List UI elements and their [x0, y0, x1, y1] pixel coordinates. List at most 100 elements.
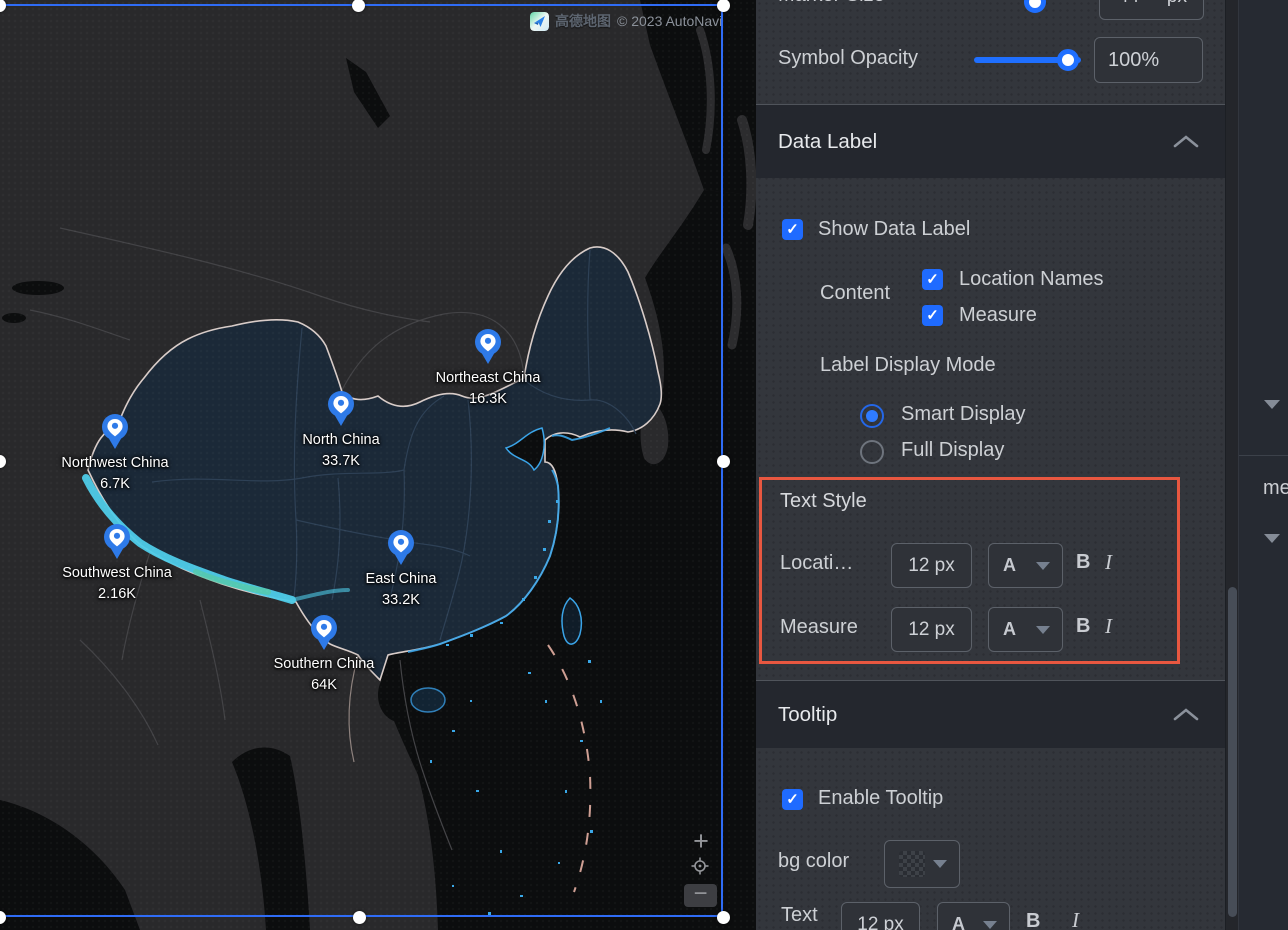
- sea-bengal: [232, 747, 310, 930]
- enable-tooltip-text: Enable Tooltip: [818, 787, 944, 809]
- chevron-down-icon: [1036, 625, 1050, 634]
- location-names-checkbox[interactable]: ✓: [922, 269, 943, 290]
- measure-italic-button[interactable]: I: [1105, 614, 1112, 638]
- selection-handle[interactable]: [717, 0, 730, 12]
- marker-size-label: Marker Size: [778, 0, 885, 7]
- location-bold-button[interactable]: B: [1076, 551, 1091, 573]
- section-header-tooltip[interactable]: Tooltip: [756, 680, 1225, 748]
- color-swatch: [899, 851, 925, 877]
- font-color-letter: A: [1003, 619, 1016, 639]
- location-pin-icon[interactable]: [102, 523, 132, 566]
- measure-bold-button[interactable]: B: [1076, 615, 1091, 637]
- full-display-radio[interactable]: [860, 440, 884, 464]
- truncated-measure-label: me: [1263, 477, 1288, 499]
- location-names-text: Location Names: [959, 268, 1104, 290]
- bg-color-dropdown[interactable]: [884, 840, 960, 888]
- symbol-opacity-slider[interactable]: [974, 57, 1081, 63]
- check-icon: ✓: [926, 307, 939, 324]
- tooltip-font-size-input[interactable]: 12 px: [841, 902, 920, 930]
- zoom-in-button[interactable]: +: [693, 826, 709, 856]
- amap-logo-icon: [530, 11, 549, 31]
- location-font-size-input[interactable]: 12 px: [891, 543, 972, 588]
- font-size-value: 12 px: [908, 618, 955, 640]
- smart-display-text: Smart Display: [901, 403, 1026, 425]
- selection-handle[interactable]: [717, 455, 730, 468]
- settings-panel: Marker Size 44 px Symbol Opacity 100% Da…: [756, 0, 1225, 930]
- content-label: Content: [820, 282, 891, 304]
- selection-handle[interactable]: [352, 0, 365, 12]
- tooltip-text-label: Text: [781, 904, 818, 926]
- measure-font-color-dropdown[interactable]: A: [988, 607, 1063, 652]
- font-size-value: 12 px: [857, 913, 904, 930]
- map-widget[interactable]: 高德地图 © 2023 AutoNavi Northeast China 16.3…: [0, 0, 756, 930]
- chevron-down-icon: [983, 920, 997, 929]
- full-display-text: Full Display: [901, 439, 1005, 461]
- measure-text: Measure: [959, 304, 1037, 326]
- smart-display-radio[interactable]: [860, 404, 884, 428]
- radio-dot: [866, 410, 878, 422]
- japan-2: [721, 243, 742, 350]
- collapse-chevron-icon[interactable]: [1173, 134, 1199, 149]
- measure-font-size-input[interactable]: 12 px: [891, 607, 972, 652]
- symbol-opacity-input[interactable]: 100%: [1094, 37, 1203, 83]
- chevron-down-icon[interactable]: [1264, 534, 1280, 543]
- selection-handle[interactable]: [0, 911, 6, 924]
- marker-size-value: 44: [1118, 0, 1139, 8]
- china-region: [87, 246, 663, 682]
- crosshair-icon: [691, 857, 709, 875]
- measure-style-label: Measure: [780, 616, 858, 638]
- show-data-label-checkbox[interactable]: ✓: [782, 219, 803, 240]
- marker-size-slider-handle[interactable]: [1024, 0, 1046, 13]
- text-style-title: Text Style: [780, 490, 867, 512]
- selection-handle[interactable]: [353, 911, 366, 924]
- selection-handle[interactable]: [0, 455, 6, 468]
- marker-size-unit: px: [1167, 0, 1187, 8]
- hainan: [410, 687, 446, 713]
- map-attribution: 高德地图 © 2023 AutoNavi: [530, 11, 722, 31]
- symbol-opacity-slider-handle[interactable]: [1057, 49, 1079, 71]
- font-color-letter: A: [1003, 555, 1016, 575]
- tooltip-bold-button[interactable]: B: [1026, 910, 1041, 930]
- chevron-down-icon[interactable]: [1264, 400, 1280, 409]
- map-attribution-brand: 高德地图: [555, 13, 611, 29]
- zoom-out-button[interactable]: −: [684, 882, 717, 907]
- scrollbar-thumb[interactable]: [1228, 587, 1237, 917]
- map-geography-svg: [0, 0, 756, 930]
- location-pin-icon[interactable]: [326, 390, 356, 433]
- chevron-down-icon: [933, 860, 947, 868]
- marker-size-input[interactable]: 44 px: [1099, 0, 1204, 20]
- section-header-data-label[interactable]: Data Label: [756, 104, 1225, 178]
- divider: [1239, 455, 1288, 456]
- locate-button[interactable]: [691, 857, 709, 880]
- location-italic-button[interactable]: I: [1105, 550, 1112, 574]
- lake-balkhash: [12, 281, 64, 295]
- font-size-value: 12 px: [908, 554, 955, 576]
- bohai-bay: [504, 427, 545, 472]
- check-icon: ✓: [786, 791, 799, 808]
- section-title: Tooltip: [778, 702, 838, 726]
- selection-handle[interactable]: [717, 911, 730, 924]
- section-title: Data Label: [778, 129, 878, 153]
- label-display-mode-label: Label Display Mode: [820, 354, 996, 376]
- panel-scrollbar[interactable]: [1225, 0, 1238, 930]
- location-pin-icon[interactable]: [473, 328, 503, 371]
- tooltip-font-color-dropdown[interactable]: A: [937, 902, 1010, 930]
- show-data-label-text: Show Data Label: [818, 218, 971, 240]
- collapse-chevron-icon[interactable]: [1173, 707, 1199, 722]
- enable-tooltip-checkbox[interactable]: ✓: [782, 789, 803, 810]
- measure-checkbox[interactable]: ✓: [922, 305, 943, 326]
- location-pin-icon[interactable]: [309, 614, 339, 657]
- selection-handle[interactable]: [0, 0, 6, 12]
- location-pin-icon[interactable]: [100, 413, 130, 456]
- location-style-label: Locati…: [780, 552, 854, 574]
- location-pin-icon[interactable]: [386, 529, 416, 572]
- symbol-opacity-value: 100%: [1108, 48, 1160, 71]
- tooltip-italic-button[interactable]: I: [1072, 908, 1079, 930]
- highlight-box: [759, 477, 1180, 664]
- chevron-down-icon: [1036, 561, 1050, 570]
- bg-color-label: bg color: [778, 850, 850, 872]
- location-font-color-dropdown[interactable]: A: [988, 543, 1063, 588]
- coast-highlight: [407, 427, 611, 653]
- sea-indian: [0, 800, 140, 930]
